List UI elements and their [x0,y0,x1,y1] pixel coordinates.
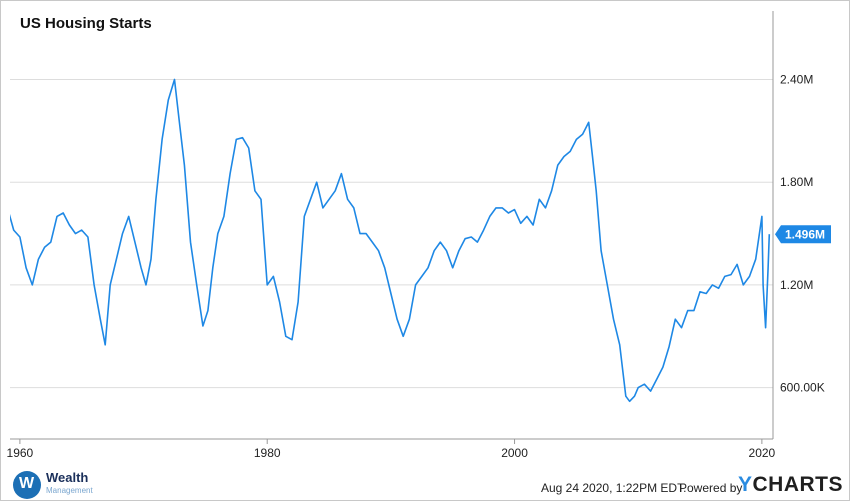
y-tick-label: 1.20M [780,278,813,292]
powered-by-label: Powered by [679,481,743,495]
ycharts-logo-y: Y [738,473,753,496]
y-tick-label: 1.80M [780,175,813,189]
ycharts-logo[interactable]: YCHARTS [738,473,843,497]
x-tick-label: 1960 [7,446,34,460]
tick-label-layer: 600.00K 1.20M 1.80M 2.40M 1960 1980 2000 2020 [7,72,825,460]
y-tick-label: 2.40M [780,72,813,86]
timestamp: Aug 24 2020, 1:22PM EDT. [541,481,687,495]
logo-line-1: Wealth [46,470,89,485]
grid-layer [10,78,773,389]
series-layer [10,78,771,403]
axis-layer [10,11,774,444]
last-value-layer: 1.496M [775,225,831,244]
last-value-tag [775,225,831,244]
chart-title: US Housing Starts [11,10,161,37]
housing-starts-line [10,78,771,403]
last-value-label: 1.496M [785,228,825,242]
y-tick-label: 600.00K [780,381,825,395]
ycharts-logo-text: CHARTS [752,473,844,496]
chart-footer: W Wealth Management Aug 24 2020, 1:22PM … [1,467,849,500]
x-tick-label: 2000 [501,446,528,460]
wealth-logo-icon: W [13,471,41,499]
logo-line-2: Management [46,486,93,495]
x-tick-label: 2020 [749,446,776,460]
logo-mark: W [19,475,35,492]
x-tick-label: 1980 [254,446,281,460]
